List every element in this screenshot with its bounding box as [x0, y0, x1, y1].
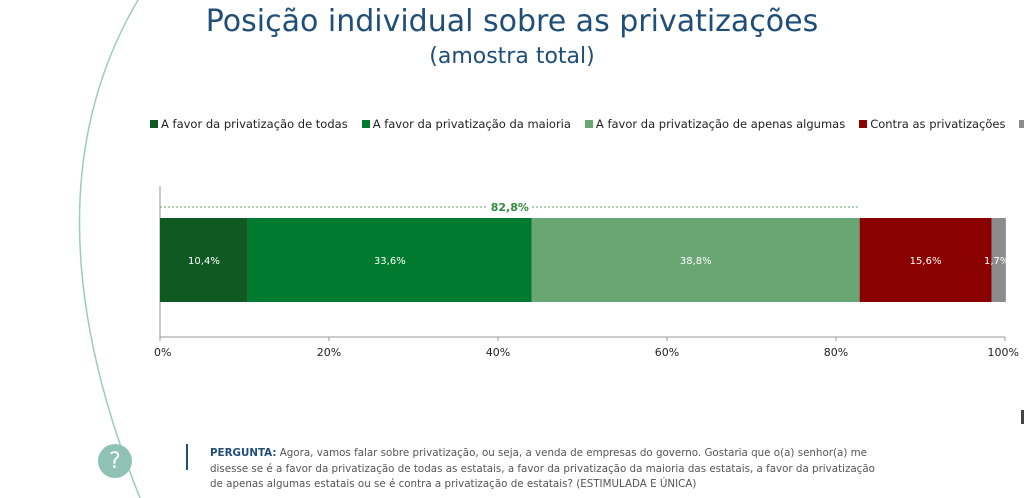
survey-question: PERGUNTA: Agora, vamos falar sobre priva… — [210, 446, 890, 493]
x-tick-label-1: 20% — [317, 346, 341, 359]
legend-swatch — [584, 120, 593, 128]
bar-segment-3 — [859, 218, 992, 302]
legend-label: Contra as privatizações — [870, 117, 1006, 131]
x-tick-label-3: 60% — [655, 346, 679, 359]
legend-swatch — [1019, 120, 1024, 128]
edge-marker — [1021, 410, 1024, 424]
question-label: PERGUNTA: — [210, 447, 277, 459]
question-text: Agora, vamos falar sobre privatização, o… — [210, 447, 875, 490]
data-label-1: 33,6% — [374, 256, 406, 267]
chart-legend: A favor da privatização de todas A favor … — [150, 117, 1024, 131]
page-title: Posição individual sobre as privatizaçõe… — [205, 4, 819, 39]
data-label-4: 1,7% — [984, 256, 1009, 267]
data-label-3: 15,6% — [910, 256, 942, 267]
data-label-2: 38,8% — [680, 256, 712, 267]
legend-swatch — [150, 120, 158, 128]
bar-segment-4 — [991, 218, 1006, 302]
question-divider — [186, 444, 188, 470]
x-tick-label-0: 0% — [154, 346, 171, 359]
legend-label: A favor da privatização de apenas alguma… — [595, 117, 846, 131]
legend-swatch — [859, 120, 868, 128]
question-mark-icon: ? — [98, 444, 132, 478]
total-annotation-label: 82,8% — [491, 201, 529, 214]
legend-swatch — [361, 120, 370, 128]
x-tick-label-2: 40% — [486, 346, 510, 359]
legend-label: A favor da privatização de todas — [161, 117, 348, 131]
legend-item-4: NS/NR — [1019, 117, 1024, 131]
legend-item-2: A favor da privatização de apenas alguma… — [584, 117, 846, 131]
x-tick-label-4: 80% — [824, 346, 848, 359]
bar-segment-1 — [247, 218, 532, 302]
legend-item-0: A favor da privatização de todas — [150, 117, 348, 131]
legend-item-1: A favor da privatização da maioria — [361, 117, 571, 131]
bar-segment-2 — [531, 218, 860, 302]
legend-label: A favor da privatização da maioria — [372, 117, 571, 131]
page-subtitle: (amostra total) — [429, 44, 595, 69]
total-annotation-bg — [487, 199, 532, 215]
stacked-bar-chart: 10,4% 33,6% 38,8% 15,6% 1,7% 82,8% 0% 20% 40% 60%… — [154, 186, 1019, 359]
bar-segment-0 — [160, 218, 248, 302]
legend-item-3: Contra as privatizações — [859, 117, 1005, 131]
data-label-0: 10,4% — [188, 256, 220, 267]
x-tick-label-5: 100% — [988, 346, 1019, 359]
